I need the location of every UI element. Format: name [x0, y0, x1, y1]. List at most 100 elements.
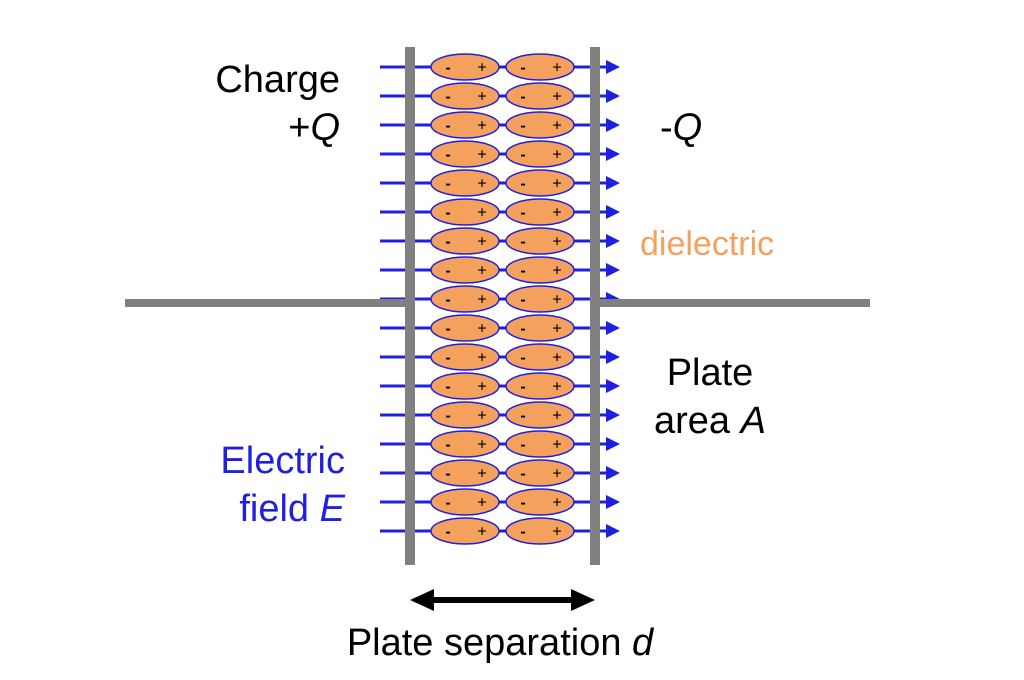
dipole-minus: -	[445, 205, 450, 222]
dipole	[506, 54, 574, 80]
dipole-plus: +	[477, 147, 486, 164]
dipole-minus: -	[445, 437, 450, 454]
dipole-plus: +	[552, 524, 561, 541]
dipole-plus: +	[477, 350, 486, 367]
dipole	[506, 344, 574, 370]
dipole-plus: +	[552, 495, 561, 512]
dipole-plus: +	[477, 466, 486, 483]
label-charge-line1: Charge	[215, 59, 340, 101]
dipole	[506, 257, 574, 283]
dipole	[431, 460, 499, 486]
dipole	[431, 489, 499, 515]
dipole-plus: +	[477, 176, 486, 193]
dipole	[506, 373, 574, 399]
dipole-minus: -	[445, 408, 450, 425]
dipole-plus: +	[552, 379, 561, 396]
label-plate-line1: Plate	[667, 352, 754, 394]
dipole	[431, 286, 499, 312]
dipole-plus: +	[552, 205, 561, 222]
dipole-plus: +	[552, 118, 561, 135]
dipole-plus: +	[552, 263, 561, 280]
dipole-plus: +	[552, 321, 561, 338]
dipole	[431, 112, 499, 138]
dipole-minus: -	[520, 176, 525, 193]
right-plate	[590, 47, 600, 565]
dipole	[431, 257, 499, 283]
dipole-plus: +	[552, 292, 561, 309]
dipole	[431, 344, 499, 370]
dipole-minus: -	[445, 176, 450, 193]
dipole	[506, 460, 574, 486]
left-plate	[405, 47, 415, 565]
label-field-line2: field E	[239, 488, 345, 530]
dipole	[506, 431, 574, 457]
dipole	[506, 141, 574, 167]
dipole-minus: -	[520, 408, 525, 425]
dipole-plus: +	[552, 350, 561, 367]
dipole-minus: -	[445, 118, 450, 135]
dipole-plus: +	[477, 379, 486, 396]
dipole-minus: -	[520, 495, 525, 512]
dipole-minus: -	[445, 524, 450, 541]
dipole-minus: -	[520, 321, 525, 338]
dipole-minus: -	[520, 524, 525, 541]
dipole-minus: -	[445, 350, 450, 367]
dipole	[506, 199, 574, 225]
dipole-minus: -	[445, 321, 450, 338]
dipole-plus: +	[552, 147, 561, 164]
label-plate-line2: area A	[654, 400, 766, 442]
dipole	[431, 373, 499, 399]
dipole	[431, 199, 499, 225]
dipole-plus: +	[477, 118, 486, 135]
dipole-plus: +	[477, 234, 486, 251]
dipole	[431, 518, 499, 544]
dipole	[506, 489, 574, 515]
dipole-plus: +	[477, 292, 486, 309]
dipole-minus: -	[520, 234, 525, 251]
dipole	[431, 402, 499, 428]
label-dielectric: dielectric	[640, 225, 774, 263]
dipole	[431, 83, 499, 109]
dipole-minus: -	[445, 292, 450, 309]
dipole-minus: -	[520, 147, 525, 164]
dipole-plus: +	[552, 60, 561, 77]
dipole	[431, 315, 499, 341]
dipole-minus: -	[445, 89, 450, 106]
dipole	[506, 315, 574, 341]
dipole-plus: +	[552, 89, 561, 106]
dipole	[431, 141, 499, 167]
dipole-plus: +	[477, 60, 486, 77]
dipole-plus: +	[477, 321, 486, 338]
dipole	[506, 518, 574, 544]
dipole	[431, 228, 499, 254]
dipole-minus: -	[520, 263, 525, 280]
dipole	[506, 83, 574, 109]
dipole-minus: -	[445, 466, 450, 483]
dipole-minus: -	[445, 60, 450, 77]
dipole-minus: -	[520, 118, 525, 135]
dipole-plus: +	[552, 176, 561, 193]
capacitor-diagram: - + - + - + - + - + - + - + - + - + - + - + - + - + - + - + - + - + - + - + - +…	[0, 0, 1024, 680]
dipole	[431, 54, 499, 80]
dipole-minus: -	[520, 466, 525, 483]
dipole-plus: +	[477, 408, 486, 425]
dipole-plus: +	[552, 437, 561, 454]
dipole-minus: -	[445, 379, 450, 396]
dipole-minus: -	[520, 437, 525, 454]
dipole	[506, 228, 574, 254]
dipole-minus: -	[520, 292, 525, 309]
dipole	[431, 431, 499, 457]
dipole	[506, 170, 574, 196]
dipole-minus: -	[445, 147, 450, 164]
label-neg-q: -Q	[660, 107, 702, 149]
dipole-minus: -	[445, 263, 450, 280]
dipole-minus: -	[520, 379, 525, 396]
dipole-plus: +	[477, 524, 486, 541]
dipole-plus: +	[477, 89, 486, 106]
dipole	[431, 170, 499, 196]
label-field-line1: Electric	[220, 440, 345, 482]
dipole-plus: +	[552, 466, 561, 483]
dipole	[506, 112, 574, 138]
dipole-plus: +	[552, 408, 561, 425]
label-charge-line2: +Q	[288, 107, 340, 149]
